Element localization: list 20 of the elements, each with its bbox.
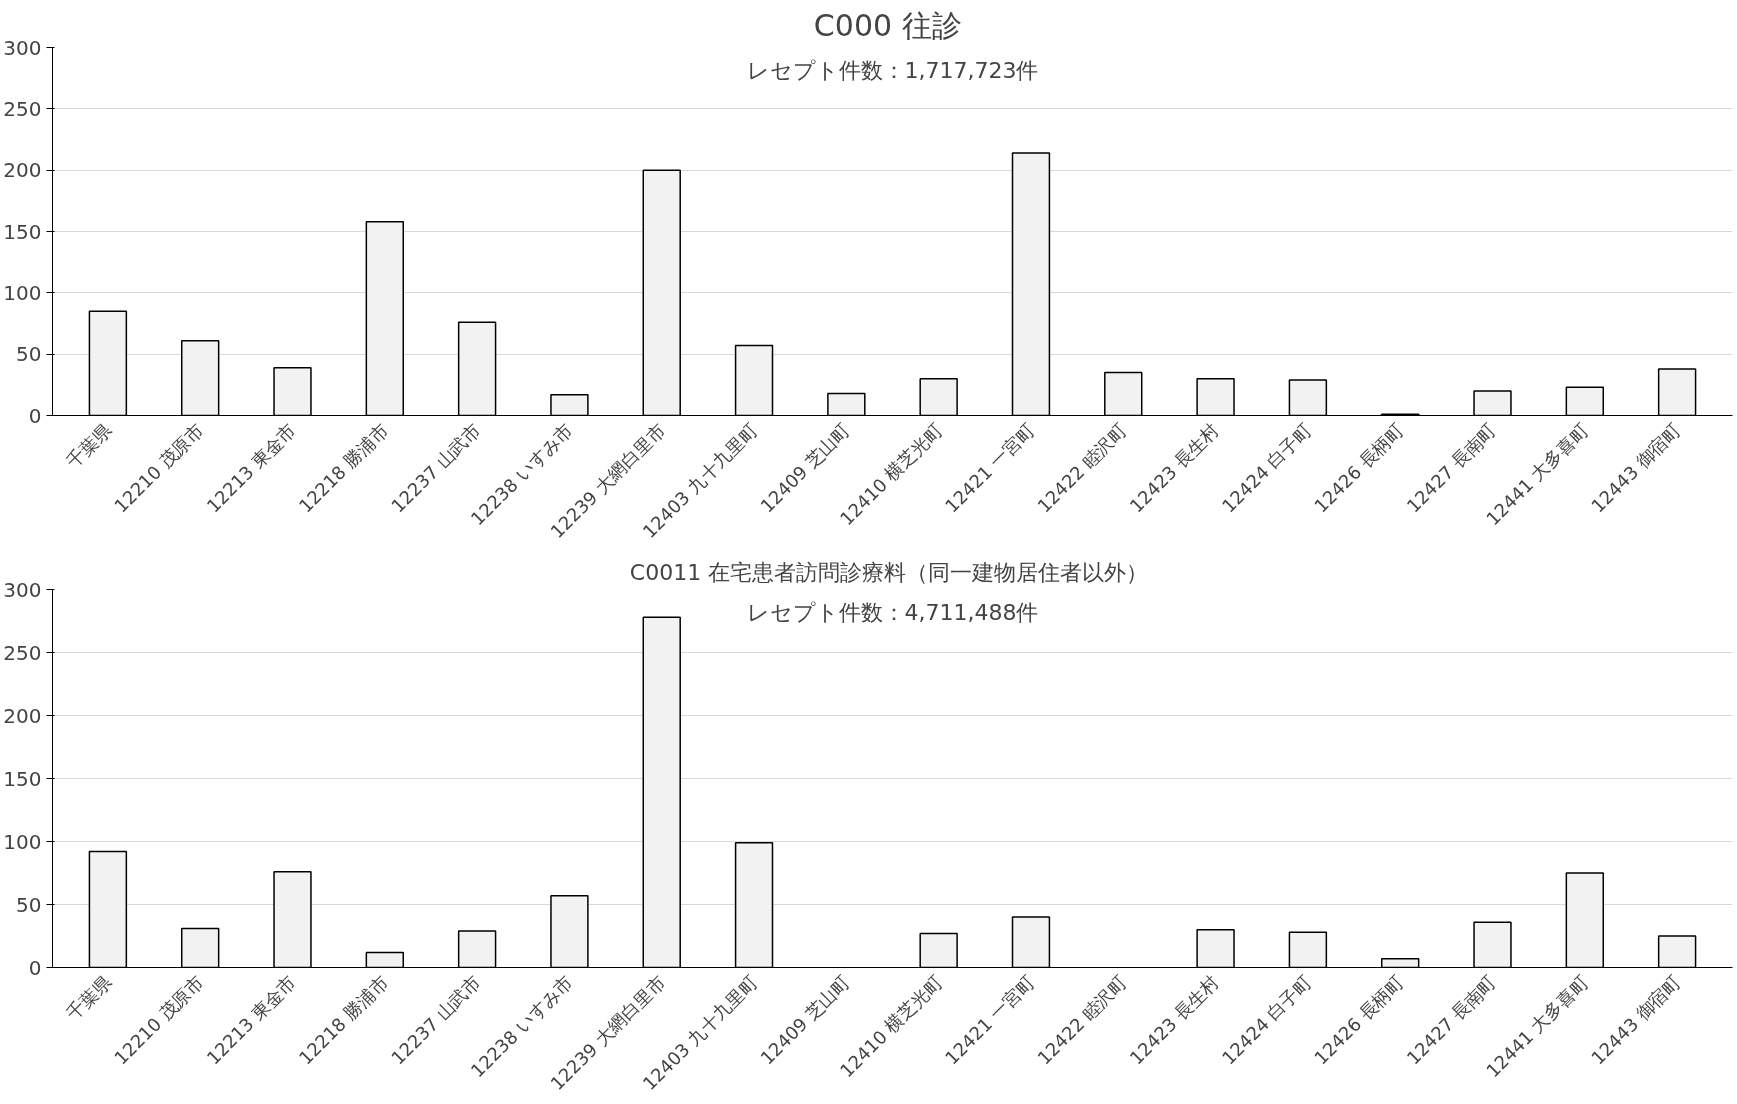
y-tick-label: 150 xyxy=(3,766,42,791)
chart-title: C000 往診 xyxy=(813,7,962,43)
y-tick-label: 300 xyxy=(3,35,42,60)
y-tick-label: 0 xyxy=(28,403,42,428)
annotation: レセプト件数：4,711,488件 xyxy=(746,599,1039,625)
y-tick-label: 100 xyxy=(3,829,42,854)
chart-title: C0011 在宅患者訪問診療料（同一建物居住者以外） xyxy=(629,559,1149,585)
annotation: レセプト件数：1,717,723件 xyxy=(746,57,1039,83)
y-tick-label: 250 xyxy=(3,640,42,665)
y-tick-label: 250 xyxy=(3,96,42,121)
y-tick-label: 200 xyxy=(3,703,42,728)
y-tick-label: 200 xyxy=(3,158,42,183)
y-tick-label: 300 xyxy=(3,577,42,602)
x-tick-label: 千葉県 xyxy=(62,419,116,473)
y-tick-label: 50 xyxy=(16,342,42,367)
y-tick-label: 150 xyxy=(3,219,42,244)
y-tick-label: 0 xyxy=(28,955,42,980)
x-tick-label: 千葉県 xyxy=(62,971,116,1025)
y-tick-label: 100 xyxy=(3,280,42,305)
y-tick-label: 50 xyxy=(16,892,42,917)
